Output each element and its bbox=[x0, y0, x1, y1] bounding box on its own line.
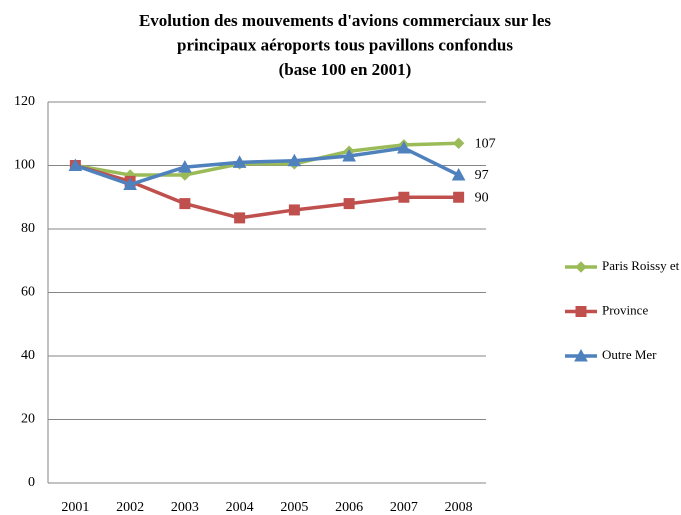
chart-title: (base 100 en 2001) bbox=[279, 60, 412, 79]
marker bbox=[288, 204, 300, 216]
x-tick-label: 2008 bbox=[445, 500, 473, 515]
marker bbox=[397, 140, 411, 154]
marker bbox=[232, 155, 247, 168]
marker bbox=[179, 198, 191, 210]
marker bbox=[287, 153, 302, 167]
marker bbox=[575, 261, 587, 273]
data-label: 97 bbox=[475, 168, 489, 183]
marker bbox=[451, 167, 466, 181]
series-line bbox=[75, 141, 459, 177]
data-label: 90 bbox=[475, 190, 489, 205]
x-tick-label: 2002 bbox=[116, 500, 144, 515]
legend-label: Province bbox=[602, 302, 648, 317]
y-tick-label: 0 bbox=[28, 475, 35, 490]
x-tick-label: 2003 bbox=[171, 500, 199, 515]
y-tick-label: 20 bbox=[21, 412, 35, 427]
legend-label: Outre Mer bbox=[602, 347, 657, 362]
marker bbox=[68, 158, 83, 171]
x-tick-label: 2005 bbox=[280, 500, 308, 515]
x-tick-label: 2004 bbox=[226, 500, 254, 515]
y-tick-label: 60 bbox=[21, 285, 35, 300]
series-line bbox=[74, 146, 460, 187]
marker bbox=[452, 137, 465, 149]
marker bbox=[453, 191, 465, 203]
marker bbox=[234, 212, 246, 224]
x-tick-label: 2001 bbox=[61, 500, 89, 515]
chart-title: Evolution des mouvements d'avions commer… bbox=[139, 11, 551, 30]
marker bbox=[178, 160, 192, 173]
marker bbox=[575, 306, 587, 317]
y-tick-label: 120 bbox=[14, 94, 35, 109]
x-tick-label: 2006 bbox=[335, 500, 363, 515]
y-tick-label: 100 bbox=[14, 158, 35, 173]
series-line bbox=[74, 163, 459, 220]
marker bbox=[342, 148, 356, 162]
y-tick-label: 40 bbox=[21, 348, 35, 363]
data-label: 107 bbox=[475, 136, 496, 151]
marker bbox=[398, 191, 410, 203]
chart-title: principaux aéroports tous pavillons conf… bbox=[177, 35, 513, 54]
legend-label: Paris Roissy et Orly bbox=[602, 258, 681, 273]
marker bbox=[343, 198, 355, 210]
y-tick-label: 80 bbox=[21, 221, 35, 236]
x-tick-label: 2007 bbox=[390, 500, 418, 515]
marker bbox=[574, 348, 588, 362]
marker bbox=[123, 177, 137, 191]
